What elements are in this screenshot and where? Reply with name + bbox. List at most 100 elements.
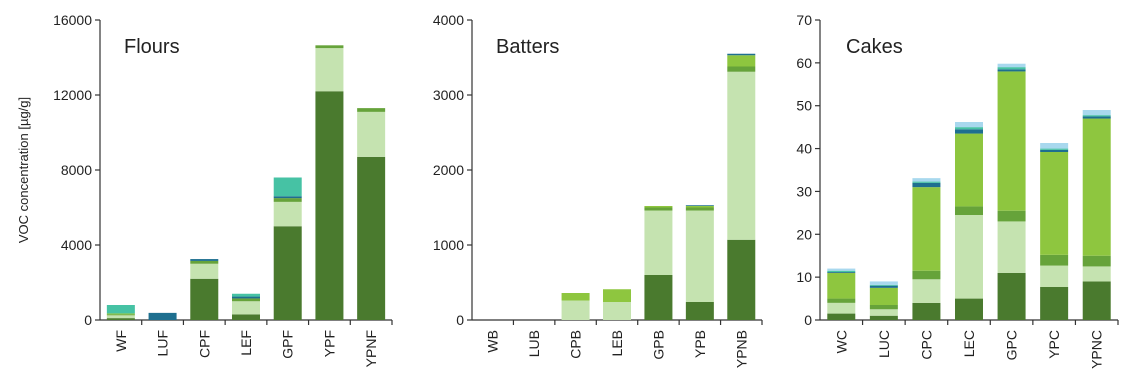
bar-segment xyxy=(190,278,219,320)
panel-batters: 0 1000 2000 3000 4000 Batters WB LUB CPB LEB GPB YP… xyxy=(433,12,763,368)
x-tick-label: GPB xyxy=(650,330,666,360)
bar-segment xyxy=(727,66,756,72)
x-tick-label: CPB xyxy=(568,330,584,359)
x-tick-label: YPNC xyxy=(1089,330,1105,369)
bar-segment xyxy=(685,207,714,211)
x-tick-label: LUF xyxy=(155,330,171,356)
bar-segment xyxy=(869,281,898,285)
bar-segment xyxy=(827,313,856,320)
x-tick-label: LEF xyxy=(238,330,254,356)
bar-segment xyxy=(997,69,1026,72)
bar-segment xyxy=(727,71,756,240)
bar-segment xyxy=(1040,287,1069,320)
bar-segment xyxy=(827,298,856,303)
bar-segment xyxy=(1082,116,1111,119)
y-tick-label: 0 xyxy=(84,312,92,328)
bar-segment xyxy=(1040,149,1069,152)
bar-segment xyxy=(1082,266,1111,282)
bar-segment xyxy=(1040,254,1069,266)
y-tick-label: 0 xyxy=(804,312,812,328)
bar-segment xyxy=(1082,255,1111,267)
y-tick-label: 4000 xyxy=(61,237,92,253)
bar-segment xyxy=(148,312,177,320)
bar-segment xyxy=(1040,143,1069,149)
bar-segment xyxy=(273,177,302,197)
bar-segment xyxy=(603,289,631,302)
bar-segment xyxy=(685,210,714,302)
y-tick-label: 12000 xyxy=(53,87,92,103)
bar-segment xyxy=(1082,115,1111,117)
bar-segment xyxy=(315,45,344,49)
x-tick-label: LUC xyxy=(876,330,892,358)
bar-segment xyxy=(232,296,260,299)
y-tick-label: 30 xyxy=(796,183,812,199)
bar-segment xyxy=(561,293,590,301)
x-tick-label: LEC xyxy=(961,330,977,357)
bar-segment xyxy=(644,207,673,211)
bar-segment xyxy=(869,315,898,320)
bar-segment xyxy=(869,309,898,316)
bar-segment xyxy=(997,63,1026,68)
bar-segment xyxy=(315,48,344,92)
bar-segment xyxy=(273,198,302,202)
bar-segment xyxy=(685,302,714,320)
bar-segment xyxy=(190,259,219,261)
bar-segment xyxy=(912,187,941,271)
bar-segment xyxy=(232,301,260,315)
bar-segment xyxy=(106,314,135,316)
bar-segment xyxy=(190,263,219,279)
bar-segment xyxy=(106,305,135,314)
x-tick-label: LUB xyxy=(526,330,542,357)
bar-segment xyxy=(106,318,135,320)
bar-segment xyxy=(1040,148,1069,150)
bar-segment xyxy=(232,298,260,302)
bar-segment xyxy=(1082,110,1111,116)
y-tick-label: 4000 xyxy=(433,12,464,28)
x-tick-label: YPB xyxy=(692,330,708,358)
bar-segment xyxy=(106,315,135,319)
x-tick-label: WC xyxy=(833,330,849,353)
panel-flours: 0 4000 8000 12000 16000 Flours WF LUF CPF LEF GPF Y… xyxy=(53,12,393,367)
x-tick-label: GPF xyxy=(280,330,296,359)
bar-segment xyxy=(685,205,714,206)
y-tick-label: 60 xyxy=(796,55,812,71)
bar-segment xyxy=(869,285,898,288)
y-axis-title: VOC concentration [µg/g] xyxy=(16,97,31,243)
bar-segment xyxy=(827,268,856,271)
x-tick-label: YPNB xyxy=(733,330,749,368)
bar-segment xyxy=(1082,118,1111,256)
panel-title: Cakes xyxy=(846,36,903,58)
bar-segment xyxy=(644,210,673,275)
bar-segment xyxy=(955,129,983,134)
bar-segment xyxy=(869,305,898,310)
bar-segment xyxy=(315,91,344,320)
bar-segment xyxy=(603,302,631,320)
bar-segment xyxy=(1040,152,1069,255)
bar-segment xyxy=(357,108,386,112)
bar-segment xyxy=(912,302,941,320)
bar-segment xyxy=(685,206,714,208)
y-tick-label: 10 xyxy=(796,269,812,285)
x-tick-label: WF xyxy=(113,330,129,352)
x-tick-label: LEB xyxy=(609,330,625,356)
bar-segment xyxy=(912,181,941,183)
bar-segment xyxy=(912,178,941,182)
bar-segment xyxy=(827,272,856,299)
bar-segment xyxy=(955,215,983,299)
bar-segment xyxy=(955,127,983,130)
y-tick-label: 0 xyxy=(456,312,464,328)
y-tick-label: 50 xyxy=(796,98,812,114)
panel-title: Flours xyxy=(124,36,180,58)
bar-segment xyxy=(912,182,941,188)
bar-segment xyxy=(997,71,1026,211)
bar-segment xyxy=(997,67,1026,70)
y-tick-label: 40 xyxy=(796,141,812,157)
x-tick-label: GPC xyxy=(1004,330,1020,360)
bar-segment xyxy=(1082,281,1111,320)
y-tick-label: 8000 xyxy=(61,162,92,178)
bar-segment xyxy=(997,272,1026,320)
bar-segment xyxy=(232,293,260,297)
y-tick-label: 2000 xyxy=(433,162,464,178)
